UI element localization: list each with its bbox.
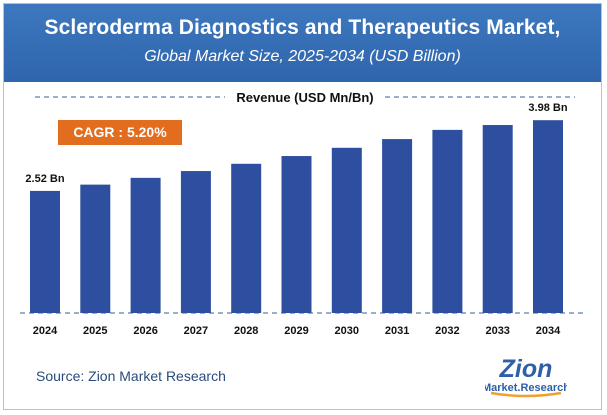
x-tick-label: 2028 [234, 325, 258, 337]
svg-text:Market.Research: Market.Research [485, 382, 567, 394]
bar-2024 [30, 190, 60, 313]
source-text: Source: Zion Market Research [36, 368, 226, 384]
chart-title: Scleroderma Diagnostics and Therapeutics… [44, 16, 561, 39]
bar-2034 [533, 120, 563, 314]
bar-2025 [80, 184, 111, 313]
bar-2030 [331, 147, 362, 313]
x-tick-label: 2033 [485, 325, 509, 337]
bar-group: 2024 2.52 Bn 2025 2026 2027 2028 2029 2030 2031 2… [25, 102, 567, 337]
chart-subtitle: Global Market Size, 2025-2034 (USD Billi… [144, 48, 461, 65]
x-tick-label: 2031 [385, 325, 409, 337]
x-tick-label: 2029 [284, 325, 308, 337]
bar-2033 [482, 125, 513, 313]
bar-2032 [432, 129, 463, 313]
bar-2027 [180, 171, 211, 313]
legend-label: Revenue (USD Mn/Bn) [236, 90, 373, 105]
bar-2031 [382, 139, 413, 313]
bar-2029 [281, 156, 312, 313]
data-label: 2.52 Bn [25, 173, 64, 185]
x-tick-label: 2024 [33, 325, 58, 337]
bar-2026 [130, 177, 161, 313]
svg-text:Zion: Zion [499, 355, 553, 383]
chart-header: Scleroderma Diagnostics and Therapeutics… [4, 4, 601, 82]
x-tick-label: 2027 [184, 325, 208, 337]
x-tick-label: 2032 [435, 325, 459, 337]
bar-2028 [231, 163, 262, 313]
x-tick-label: 2025 [83, 325, 107, 337]
x-tick-label: 2034 [536, 325, 561, 337]
data-label: 3.98 Bn [528, 102, 567, 114]
x-tick-label: 2030 [335, 325, 359, 337]
cagr-badge: CAGR : 5.20% [58, 120, 182, 145]
zion-logo: Zion Market.Research [485, 355, 567, 398]
x-tick-label: 2026 [133, 325, 157, 337]
